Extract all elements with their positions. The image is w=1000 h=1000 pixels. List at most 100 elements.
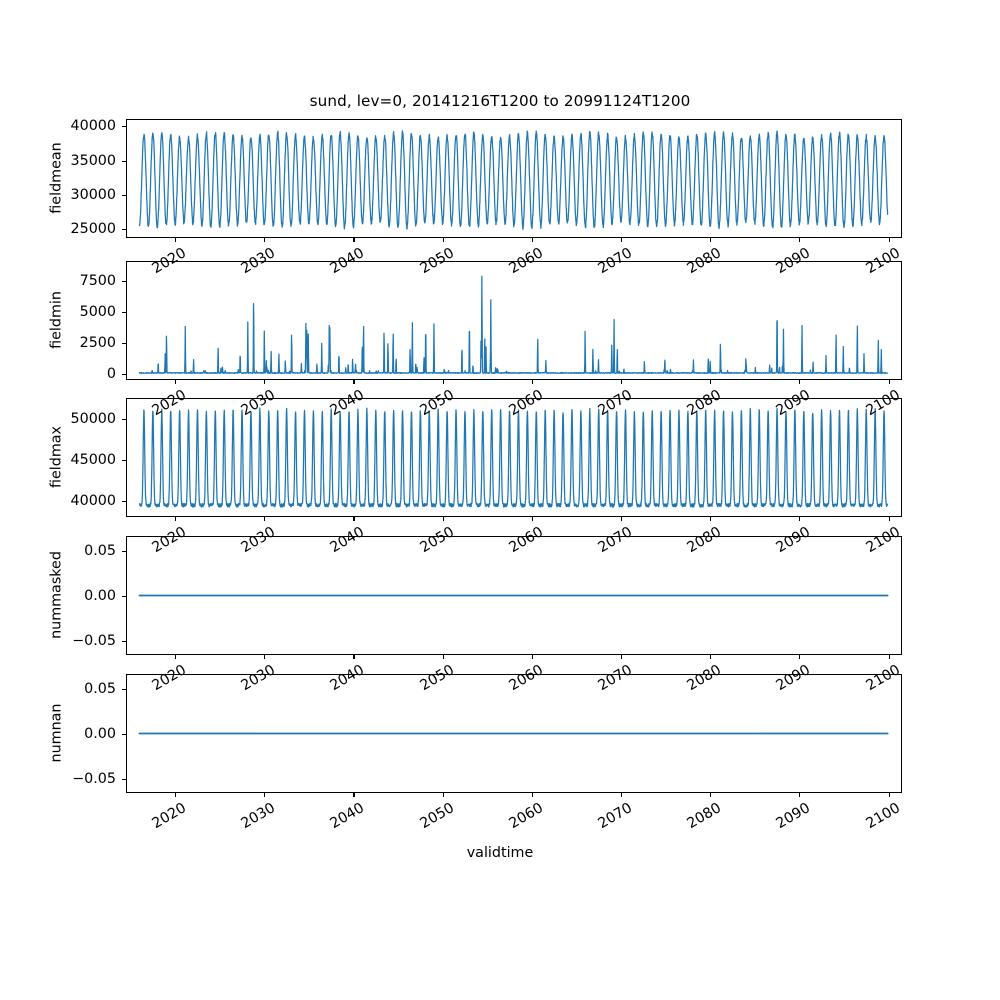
y-tick-label-fieldmean-3: 40000 [70,118,116,135]
x-tick-mark-fieldmax-1 [264,517,266,522]
y-tick-mark-numnan-0 [121,778,126,780]
x-axis-label: validtime [466,845,534,861]
y-tick-mark-numnan-1 [121,733,126,735]
series-line-fieldmax [138,407,889,508]
y-tick-mark-fieldmean-2 [121,160,126,162]
y-axis-label-fieldmax: fieldmax [48,425,64,488]
x-tick-mark-fieldmax-2 [353,517,355,522]
y-tick-mark-fieldmax-0 [121,501,126,503]
x-tick-mark-numnan-5 [621,793,623,798]
x-tick-mark-numnan-7 [799,793,801,798]
y-tick-label-fieldmin-0: 0 [106,365,116,382]
x-tick-mark-fieldmax-6 [710,517,712,522]
x-tick-label-numnan-1: 2030 [238,800,279,833]
panel-nummasked [126,536,902,655]
y-tick-label-numnan-1: 0.00 [84,725,116,742]
x-tick-label-numnan-3: 2050 [417,800,457,833]
x-tick-mark-fieldmin-6 [710,380,712,385]
y-tick-mark-fieldmean-1 [121,195,126,197]
x-tick-mark-fieldmax-5 [621,517,623,522]
x-tick-mark-fieldmean-0 [175,238,177,243]
x-tick-mark-fieldmin-8 [888,380,890,385]
y-tick-label-fieldmin-3: 7500 [79,272,116,289]
x-tick-mark-numnan-4 [531,793,533,798]
x-tick-mark-fieldmean-7 [799,238,801,243]
plot-area-nummasked [138,594,889,597]
x-tick-label-numnan-6: 2080 [684,800,725,833]
x-tick-mark-fieldmax-0 [175,517,177,522]
y-tick-label-fieldmean-1: 30000 [70,187,116,204]
x-tick-mark-numnan-3 [442,793,444,798]
x-tick-mark-nummasked-6 [710,655,712,660]
y-tick-mark-fieldmax-1 [121,459,126,462]
plot-area-fieldmin [138,275,889,374]
y-tick-label-numnan-2: 0.05 [84,680,116,697]
x-tick-mark-fieldmean-5 [621,238,623,243]
y-axis-label-nummasked: nummasked [48,550,64,639]
x-tick-mark-fieldmax-7 [799,517,801,522]
plot-area-numnan [138,732,889,735]
x-tick-mark-numnan-8 [888,793,890,798]
x-tick-mark-fieldmin-2 [353,380,355,385]
panel-fieldmean [126,119,902,238]
x-tick-label-numnan-8: 2100 [863,800,903,833]
x-tick-mark-fieldmin-0 [175,380,177,385]
x-tick-label-numnan-7: 2090 [773,800,814,833]
y-axis-label-fieldmean: fieldmean [48,141,64,214]
y-tick-label-numnan-0: −0.05 [72,770,116,787]
x-tick-mark-nummasked-3 [442,655,444,660]
y-tick-mark-nummasked-2 [121,550,126,552]
x-tick-mark-fieldmin-1 [264,380,266,385]
y-tick-label-fieldmax-1: 45000 [70,451,116,468]
x-tick-mark-fieldmean-1 [264,238,266,243]
y-tick-mark-nummasked-1 [121,595,126,597]
x-tick-mark-nummasked-5 [621,655,623,660]
x-tick-mark-nummasked-7 [799,655,801,660]
plot-area-fieldmean [138,130,889,230]
y-tick-mark-nummasked-0 [121,640,126,642]
x-tick-mark-numnan-2 [353,793,355,798]
y-tick-label-fieldmin-2: 5000 [79,303,116,320]
y-tick-mark-fieldmin-3 [121,280,126,282]
x-tick-mark-fieldmin-7 [799,380,801,385]
x-tick-mark-nummasked-4 [531,655,533,660]
x-tick-label-numnan-0: 2020 [149,800,190,833]
y-tick-label-nummasked-0: −0.05 [72,632,116,649]
x-tick-label-numnan-2: 2040 [327,800,368,833]
panel-numnan [126,674,902,793]
y-tick-mark-numnan-2 [121,688,126,690]
series-line-fieldmin [138,275,889,374]
y-tick-mark-fieldmin-1 [121,342,126,344]
figure-title: sund, lev=0, 20141216T1200 to 20991124T1… [309,92,691,110]
y-tick-label-nummasked-1: 0.00 [84,587,116,604]
x-tick-label-numnan-5: 2070 [595,800,635,833]
x-tick-mark-fieldmin-3 [442,380,444,385]
y-tick-mark-fieldmin-0 [121,373,126,375]
x-tick-mark-nummasked-2 [353,655,355,660]
y-tick-mark-fieldmin-2 [121,311,126,313]
x-tick-mark-fieldmax-3 [442,517,444,522]
x-tick-label-numnan-4: 2060 [506,800,546,833]
x-tick-mark-fieldmean-3 [442,238,444,243]
x-tick-mark-nummasked-1 [264,655,266,660]
x-tick-mark-fieldmin-5 [621,380,623,385]
y-axis-label-numnan: numnan [48,703,64,762]
y-tick-mark-fieldmean-3 [121,126,126,128]
panel-fieldmin [126,261,902,380]
panel-fieldmax [126,398,902,517]
plot-area-fieldmax [138,407,889,508]
x-tick-mark-numnan-0 [175,793,177,798]
x-tick-mark-fieldmax-4 [531,517,533,522]
y-tick-label-fieldmax-2: 50000 [70,410,116,427]
y-tick-mark-fieldmax-2 [121,418,126,420]
x-tick-mark-fieldmax-8 [888,517,890,522]
y-tick-label-fieldmax-0: 40000 [70,493,116,510]
y-axis-label-fieldmin: fieldmin [48,290,64,349]
series-line-fieldmean [138,130,889,230]
y-tick-label-fieldmean-2: 35000 [70,152,116,169]
x-tick-mark-fieldmean-2 [353,238,355,243]
x-tick-mark-numnan-6 [710,793,712,798]
y-tick-label-fieldmean-0: 25000 [70,221,116,238]
y-tick-label-nummasked-2: 0.05 [84,542,116,559]
x-tick-mark-fieldmean-4 [531,238,533,243]
